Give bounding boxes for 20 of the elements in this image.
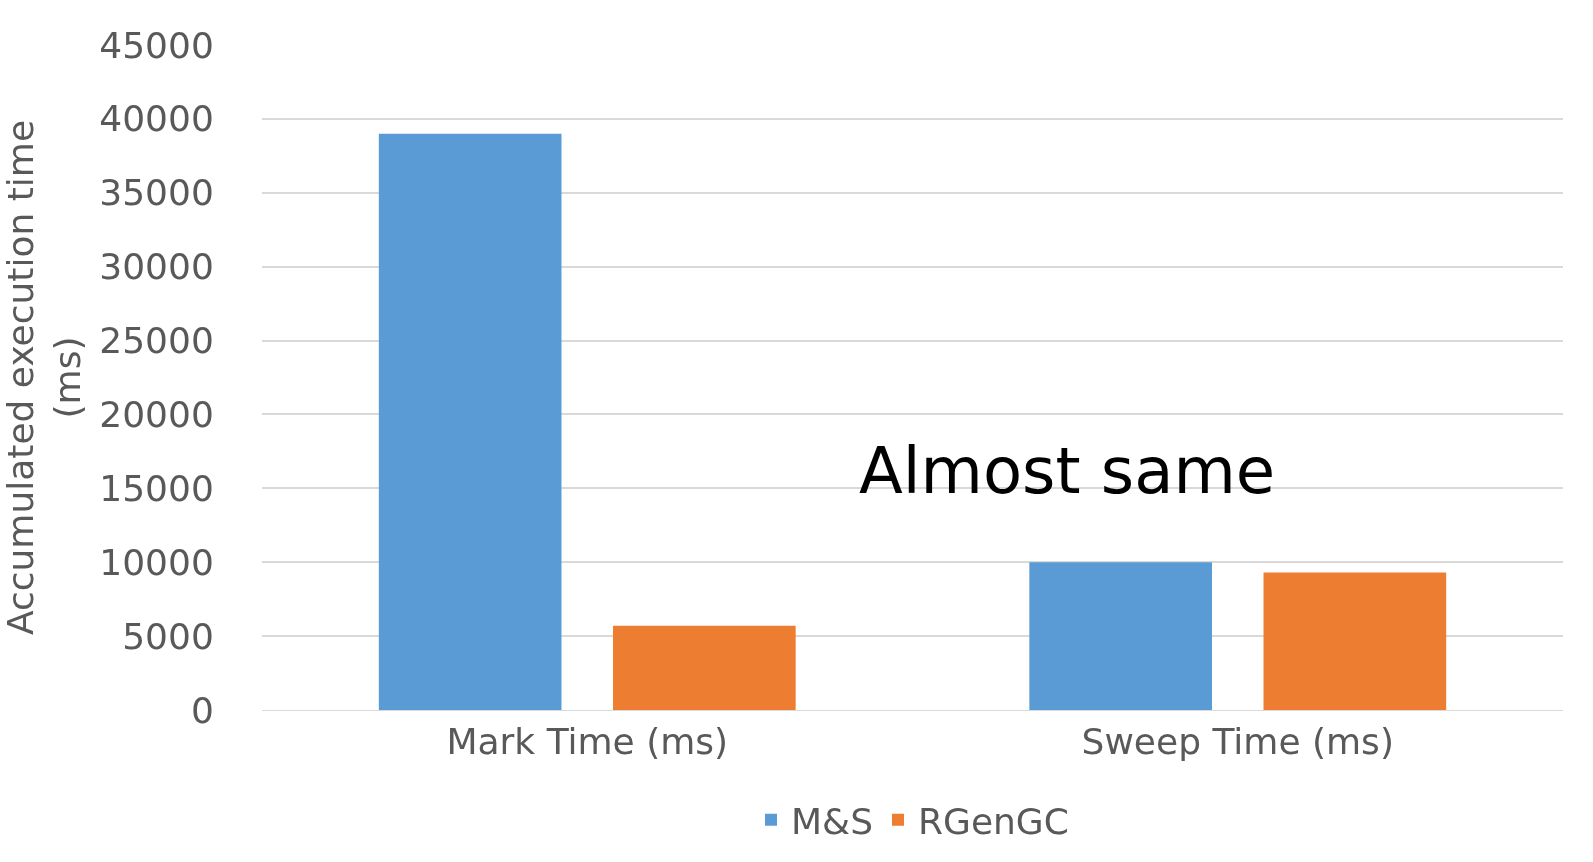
y-tick-label: 15000: [99, 467, 214, 509]
y-tick-label: 0: [190, 689, 214, 731]
y-tick-label: 10000: [99, 541, 214, 583]
bar: [1263, 572, 1447, 710]
y-tick-label: 30000: [99, 246, 214, 288]
annotation: Almost same: [859, 434, 1276, 508]
x-tick-label: Mark Time (ms): [446, 721, 729, 763]
bar: [1029, 562, 1212, 710]
y-tick-label: 40000: [99, 98, 214, 140]
y-tick-label: 45000: [99, 24, 214, 66]
bar: [378, 133, 562, 710]
y-tick-label: 25000: [99, 320, 214, 362]
y-tick-label: 35000: [99, 172, 214, 214]
x-tick-label: Sweep Time (ms): [1081, 721, 1394, 763]
y-tick-label: 20000: [99, 394, 214, 436]
legend-label: M&S: [791, 800, 873, 842]
legend-label: RGenGC: [917, 800, 1069, 842]
y-tick-label: 5000: [122, 615, 214, 657]
bar: [613, 625, 796, 710]
y-axis-title: Accumulated execution time (ms): [0, 119, 88, 636]
